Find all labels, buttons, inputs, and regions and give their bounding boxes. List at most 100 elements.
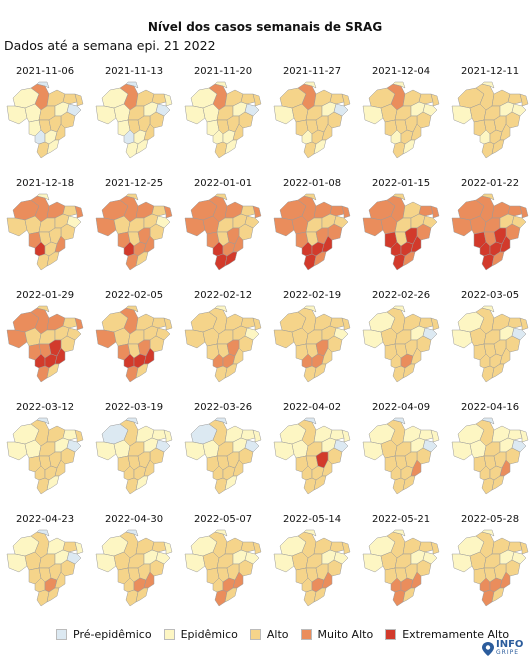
map-panel: 2022-05-14 [268, 508, 356, 620]
brazil-map [362, 417, 440, 495]
map-region [341, 429, 351, 443]
map-panel: 2022-01-29 [1, 284, 89, 396]
legend-item-pre-epidemico: Pré-epidêmico [56, 628, 152, 641]
brazil-map [95, 305, 173, 383]
legend-swatch [300, 628, 312, 640]
map-region [66, 551, 82, 565]
brazil-map [95, 529, 173, 607]
panel-date: 2022-03-19 [104, 402, 164, 413]
brazil-map [6, 81, 84, 159]
map-region [313, 363, 327, 379]
brazil-map [6, 193, 84, 271]
map-region [240, 205, 256, 217]
legend-swatch [56, 628, 67, 640]
legend-item-alto: Alto [249, 628, 289, 641]
panel-date: 2022-04-30 [104, 514, 164, 525]
map-panel: 2022-04-02 [268, 396, 356, 508]
map-region [66, 103, 82, 117]
map-region [481, 589, 495, 607]
map-region [36, 529, 50, 537]
map-region [184, 105, 206, 125]
panel-date: 2021-11-27 [282, 66, 342, 77]
map-region [214, 477, 228, 495]
map-region [519, 317, 529, 331]
map-region [422, 439, 438, 453]
brazil-map [362, 305, 440, 383]
map-region [273, 217, 295, 237]
map-region [36, 253, 50, 271]
map-region [507, 317, 523, 329]
panel-date: 2022-02-12 [193, 290, 253, 301]
map-panel: 2021-11-06 [1, 60, 89, 172]
map-region [303, 81, 317, 89]
brazil-map [451, 529, 529, 607]
map-region [273, 329, 295, 349]
legend-label: Extremamente Alto [402, 627, 510, 641]
map-panel: 2022-04-30 [90, 508, 178, 620]
map-region [329, 93, 345, 105]
map-region [511, 215, 527, 229]
map-panel: 2021-12-18 [1, 172, 89, 284]
brazil-map [362, 193, 440, 271]
map-region [451, 217, 473, 237]
panel-date: 2022-01-08 [282, 178, 342, 189]
map-region [491, 475, 505, 491]
map-region [392, 141, 406, 159]
map-region [252, 317, 262, 331]
map-region [36, 589, 50, 607]
map-panel: 2022-01-15 [357, 172, 445, 284]
panel-date: 2021-12-04 [371, 66, 431, 77]
map-region [214, 305, 228, 313]
map-region [252, 205, 262, 219]
map-region [155, 215, 171, 229]
panel-date: 2022-05-28 [460, 514, 520, 525]
map-panel: 2022-05-07 [179, 508, 267, 620]
panel-date: 2021-11-13 [104, 66, 164, 77]
map-region [135, 363, 149, 379]
map-region [125, 141, 139, 159]
map-region [402, 251, 416, 267]
map-panel: 2021-11-13 [90, 60, 178, 172]
brazil-map [6, 529, 84, 607]
map-region [333, 551, 349, 565]
brazil-map [273, 81, 351, 159]
map-region [74, 429, 84, 443]
map-panel: 2022-03-12 [1, 396, 89, 508]
map-region [224, 587, 238, 603]
map-region [252, 93, 262, 107]
legend-label: Muito Alto [317, 627, 374, 641]
map-region [313, 139, 327, 155]
map-region [273, 105, 295, 125]
map-region [507, 429, 523, 441]
map-region [329, 205, 345, 217]
map-region [224, 475, 238, 491]
map-region [418, 541, 434, 553]
brazil-map [362, 81, 440, 159]
map-region [214, 417, 228, 425]
map-region [392, 305, 406, 313]
map-region [392, 477, 406, 495]
map-region [341, 93, 351, 107]
map-region [163, 429, 173, 443]
map-region [507, 205, 523, 217]
panel-date: 2022-04-02 [282, 402, 342, 413]
map-region [224, 139, 238, 155]
map-region [491, 587, 505, 603]
map-region [240, 93, 256, 105]
map-region [303, 141, 317, 159]
map-region [240, 541, 256, 553]
map-region [244, 327, 260, 341]
brazil-map [273, 417, 351, 495]
map-region [224, 363, 238, 379]
brazil-map [451, 81, 529, 159]
map-region [151, 93, 167, 105]
map-region [240, 317, 256, 329]
legend-swatch [249, 628, 261, 640]
map-region [491, 251, 505, 267]
brazil-map [451, 305, 529, 383]
map-grid: 2021-11-06 2021-11-13 2021-11-20 2021-11-27… [0, 60, 530, 620]
map-region [329, 317, 345, 329]
map-region [511, 439, 527, 453]
map-region [244, 551, 260, 565]
map-panel: 2021-11-20 [179, 60, 267, 172]
